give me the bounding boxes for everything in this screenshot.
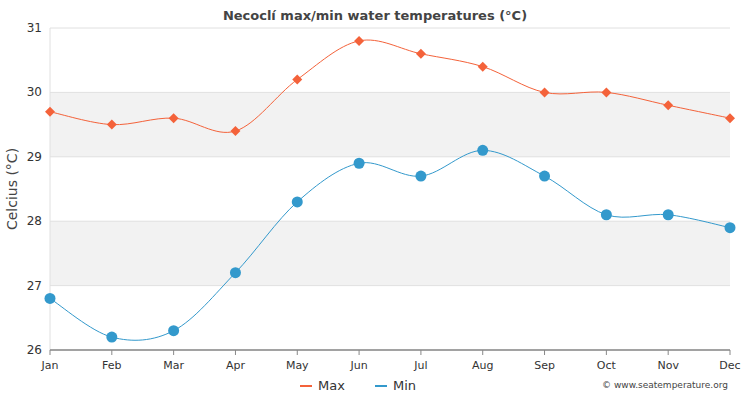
x-tick-label: Sep [534, 359, 555, 372]
x-tick [420, 350, 421, 355]
x-tick-label: Oct [597, 359, 617, 372]
x-tick [730, 350, 731, 355]
x-tick [482, 350, 483, 355]
marker [477, 145, 488, 156]
y-tick-label: 29 [27, 150, 42, 164]
x-tick [544, 350, 545, 355]
marker [168, 325, 179, 336]
marker [601, 209, 612, 220]
grid-line [50, 28, 730, 29]
x-tick-label: Jan [41, 359, 59, 372]
legend-swatch [300, 385, 312, 387]
legend-swatch [375, 385, 387, 387]
grid-line [50, 221, 730, 222]
y-tick-label: 31 [27, 21, 42, 35]
marker [230, 126, 240, 136]
x-tick [359, 350, 360, 355]
marker [106, 332, 117, 343]
title: Necoclí max/min water temperatures (°C) [223, 8, 527, 23]
y-tick-label: 26 [27, 343, 42, 357]
y-tick-label: 30 [27, 85, 42, 99]
marker [354, 36, 364, 46]
marker [45, 107, 55, 117]
x-tick-label: Dec [719, 359, 740, 372]
y-tick-label: 27 [27, 279, 42, 293]
marker [416, 49, 426, 59]
annotation: © www.seatemperature.org [602, 380, 728, 390]
x-tick [606, 350, 607, 355]
y-tick-label: 28 [27, 214, 42, 228]
x-axis-line [50, 349, 730, 351]
x-tick-label: May [286, 359, 309, 372]
x-tick-label: Aug [472, 359, 493, 372]
x-tick [111, 350, 112, 355]
marker [354, 158, 365, 169]
grid-line [50, 285, 730, 286]
marker [725, 113, 735, 123]
grid-line [50, 156, 730, 157]
y-axis-label: Celcius (°C) [4, 148, 20, 230]
x-tick-label: Jun [349, 359, 367, 372]
x-tick-label: Feb [102, 359, 121, 372]
series-line [50, 40, 730, 132]
grid-line [50, 350, 730, 351]
grid-band [50, 221, 730, 285]
marker [169, 113, 179, 123]
x-tick-label: Mar [163, 359, 184, 372]
marker [540, 87, 550, 97]
x-tick [297, 350, 298, 355]
marker [45, 293, 56, 304]
legend-item: Max [300, 378, 345, 393]
chart: 26 27 28 29 30 31 Jan Feb Mar Apr May Jun Jul Aug Sep O… [0, 0, 750, 400]
legend-label: Min [393, 378, 416, 393]
x-tick-label: Jul [413, 359, 427, 372]
marker [539, 171, 550, 182]
marker [230, 267, 241, 278]
marker [107, 120, 117, 130]
plot-area [45, 36, 736, 343]
x-tick [668, 350, 669, 355]
legend-label: Max [318, 378, 345, 393]
x-tick [173, 350, 174, 355]
marker [663, 209, 674, 220]
grid-band [50, 92, 730, 156]
marker [601, 87, 611, 97]
x-tick [235, 350, 236, 355]
marker [292, 75, 302, 85]
grid-line [50, 92, 730, 93]
marker [663, 100, 673, 110]
series-line [50, 150, 730, 340]
marker [725, 222, 736, 233]
x-tick-label: Nov [657, 359, 679, 372]
marker [415, 171, 426, 182]
legend-item: Min [375, 378, 416, 393]
x-tick-label: Apr [226, 359, 246, 372]
marker [478, 62, 488, 72]
x-tick [50, 350, 51, 355]
marker [292, 196, 303, 207]
